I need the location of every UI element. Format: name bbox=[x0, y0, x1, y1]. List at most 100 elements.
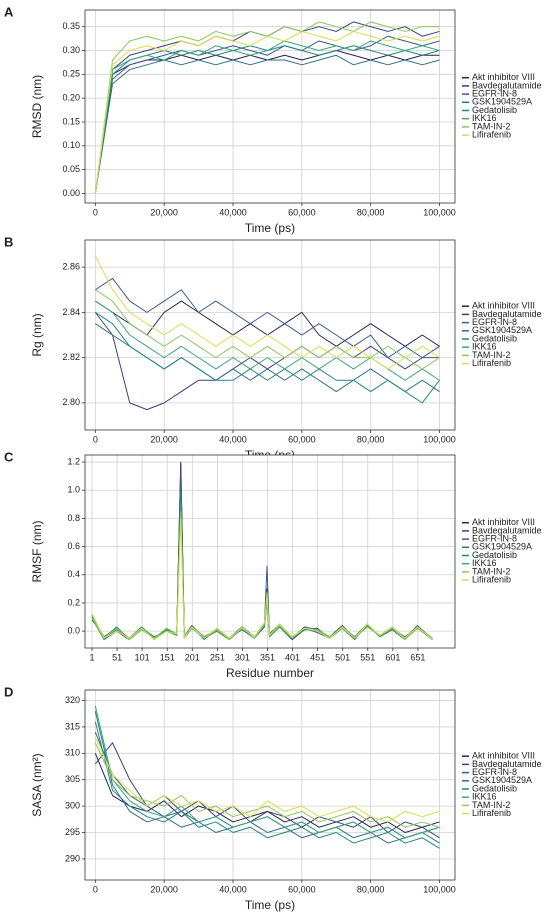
legend-label: Akt inhibitor VIII bbox=[472, 301, 535, 311]
legend-label: GSK1904529A bbox=[472, 775, 532, 785]
legend-label: Gedatolisib bbox=[472, 550, 517, 560]
y-tick-label: 2.80 bbox=[62, 397, 80, 407]
y-axis-title: RMSD (nm) bbox=[30, 75, 44, 138]
y-tick-label: 0.2 bbox=[67, 597, 80, 607]
legend-label: EGFR-IN-8 bbox=[472, 88, 517, 98]
plot-background bbox=[85, 690, 455, 880]
y-axis-title: Rg (nm) bbox=[30, 313, 44, 356]
y-tick-label: 320 bbox=[65, 695, 80, 705]
y-tick-label: 0.30 bbox=[62, 45, 80, 55]
y-tick-label: 0.25 bbox=[62, 69, 80, 79]
y-axis-title: SASA (nm²) bbox=[30, 753, 44, 816]
x-tick-label: 0 bbox=[93, 434, 98, 444]
x-tick-label: 0 bbox=[93, 884, 98, 894]
x-axis-title: Residue number bbox=[226, 666, 314, 680]
series-line bbox=[95, 289, 440, 370]
x-tick-label: 501 bbox=[335, 652, 350, 662]
x-tick-label: 351 bbox=[260, 652, 275, 662]
y-tick-label: 0.05 bbox=[62, 164, 80, 174]
panel-label: D bbox=[4, 684, 13, 699]
legend-label: EGFR-IN-8 bbox=[472, 317, 517, 327]
y-tick-label: 315 bbox=[65, 721, 80, 731]
series-line bbox=[95, 311, 440, 404]
x-tick-label: 601 bbox=[385, 652, 400, 662]
legend-label: EGFR-IN-8 bbox=[472, 767, 517, 777]
x-tick-label: 20,000 bbox=[150, 434, 178, 444]
x-tick-label: 0 bbox=[93, 207, 98, 217]
legend-label: IKK16 bbox=[472, 113, 497, 123]
x-tick-label: 100,000 bbox=[423, 207, 456, 217]
x-tick-label: 301 bbox=[235, 652, 250, 662]
plot-frame bbox=[84, 689, 456, 881]
y-tick-label: 305 bbox=[65, 774, 80, 784]
x-tick-label: 51 bbox=[112, 652, 122, 662]
series-line bbox=[94, 255, 440, 370]
y-tick-label: 0.0 bbox=[67, 625, 80, 635]
series-line bbox=[94, 705, 440, 839]
legend-label: TAM-IN-2 bbox=[472, 566, 510, 576]
series-line bbox=[94, 30, 440, 194]
x-tick-label: 40,000 bbox=[219, 884, 247, 894]
y-tick-label: 0.6 bbox=[67, 541, 80, 551]
legend-label: Gedatolisib bbox=[472, 333, 517, 343]
y-tick-label: 2.82 bbox=[62, 352, 80, 362]
legend-label: IKK16 bbox=[472, 342, 497, 352]
y-tick-label: 0.4 bbox=[67, 569, 80, 579]
series-line bbox=[94, 40, 440, 194]
x-tick-label: 551 bbox=[360, 652, 375, 662]
y-tick-label: 0.8 bbox=[67, 513, 80, 523]
series-line bbox=[94, 54, 440, 194]
y-tick-label: 1.2 bbox=[67, 456, 80, 466]
y-tick-label: 0.20 bbox=[62, 93, 80, 103]
legend-label: IKK16 bbox=[472, 558, 497, 568]
legend-label: Gedatolisib bbox=[472, 783, 517, 793]
plot-background bbox=[85, 10, 455, 203]
legend-label: GSK1904529A bbox=[472, 325, 532, 335]
legend-label: TAM-IN-2 bbox=[472, 350, 510, 360]
x-tick-label: 451 bbox=[310, 652, 325, 662]
series-line bbox=[94, 710, 440, 844]
x-tick-label: 40,000 bbox=[219, 434, 247, 444]
x-tick-label: 60,000 bbox=[288, 884, 316, 894]
legend-label: Lifirafenib bbox=[472, 808, 511, 818]
series-line bbox=[91, 517, 433, 641]
plot-frame bbox=[84, 239, 456, 431]
y-tick-label: 2.84 bbox=[62, 307, 80, 317]
legend-label: GSK1904529A bbox=[472, 542, 532, 552]
legend-label: Akt inhibitor VIII bbox=[472, 72, 535, 82]
panel-label: C bbox=[4, 449, 14, 464]
x-tick-label: 80,000 bbox=[357, 434, 385, 444]
x-tick-label: 20,000 bbox=[150, 207, 178, 217]
legend-label: Bavdegalutamide bbox=[472, 80, 542, 90]
series-line bbox=[94, 721, 440, 849]
x-tick-label: 401 bbox=[285, 652, 300, 662]
legend-label: Akt inhibitor VIII bbox=[472, 517, 535, 527]
plot-background bbox=[85, 455, 455, 648]
x-tick-label: 1 bbox=[90, 652, 95, 662]
x-axis-title: Time (ps) bbox=[245, 221, 295, 235]
plot-background bbox=[85, 240, 455, 430]
x-tick-label: 80,000 bbox=[357, 207, 385, 217]
series-line bbox=[91, 510, 433, 641]
series-line bbox=[94, 737, 440, 823]
y-tick-label: 310 bbox=[65, 748, 80, 758]
legend-label: Lifirafenib bbox=[472, 129, 511, 139]
legend-label: GSK1904529A bbox=[472, 97, 532, 107]
y-axis-title: RMSF (nm) bbox=[30, 521, 44, 583]
plot-frame bbox=[84, 454, 456, 649]
y-tick-label: 0.15 bbox=[62, 116, 80, 126]
legend-label: Bavdegalutamide bbox=[472, 759, 542, 769]
x-tick-label: 151 bbox=[160, 652, 175, 662]
legend-label: EGFR-IN-8 bbox=[472, 533, 517, 543]
x-tick-label: 100,000 bbox=[423, 884, 456, 894]
y-tick-label: 300 bbox=[65, 800, 80, 810]
y-tick-label: 0.35 bbox=[62, 21, 80, 31]
legend-label: Lifirafenib bbox=[472, 574, 511, 584]
x-axis-title: Time (ps) bbox=[245, 898, 295, 912]
y-tick-label: 290 bbox=[65, 853, 80, 863]
x-tick-label: 201 bbox=[185, 652, 200, 662]
legend-label: Gedatolisib bbox=[472, 105, 517, 115]
y-tick-label: 295 bbox=[65, 827, 80, 837]
x-tick-label: 651 bbox=[410, 652, 425, 662]
